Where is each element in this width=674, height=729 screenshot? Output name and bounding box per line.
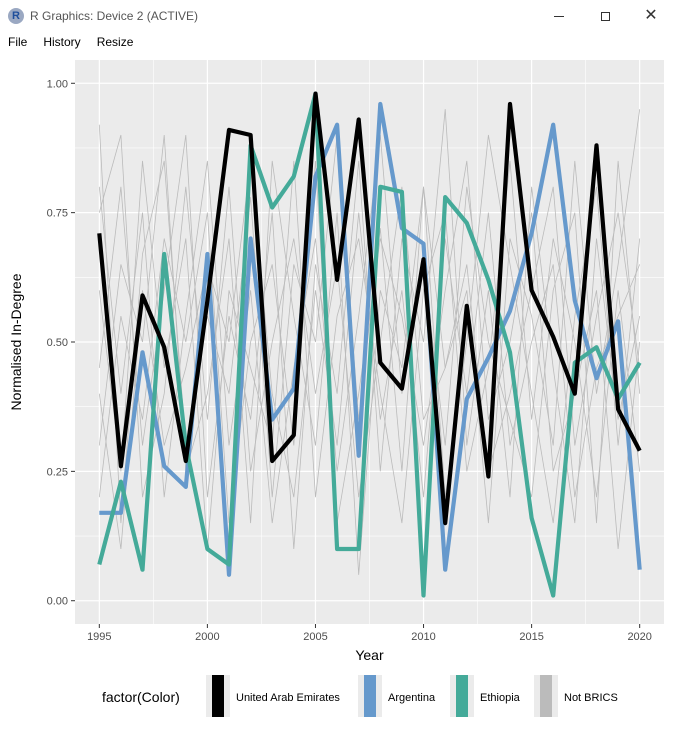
y-tick-label: 0.50	[47, 337, 68, 349]
menu-history[interactable]: History	[43, 35, 81, 49]
window-titlebar: R R Graphics: Device 2 (ACTIVE) ✕	[0, 0, 674, 32]
x-tick-label: 2010	[411, 631, 435, 643]
menu-file[interactable]: File	[8, 35, 28, 49]
window-title: R Graphics: Device 2 (ACTIVE)	[30, 9, 199, 23]
close-icon: ✕	[644, 7, 658, 24]
series-line-united-arab-emirates	[97, 91, 642, 526]
x-axis-title: Year	[355, 647, 384, 663]
line-chart: 1995 2000 2005 2010 2015 2020 0.00 0.25 0.50 0.75…	[8, 60, 664, 717]
close-button[interactable]: ✕	[628, 0, 674, 32]
y-tick-label: 0.00	[47, 596, 68, 608]
x-tick-label: 2015	[519, 631, 543, 643]
plot-area: 1995 2000 2005 2010 2015 2020 0.00 0.25 0.50 0.75…	[0, 52, 674, 724]
y-axis-title: Normalised In-Degree	[8, 273, 24, 410]
series-line-not-brics	[98, 160, 641, 550]
legend-key	[212, 675, 224, 717]
legend-entry: Ethiopia	[480, 692, 521, 704]
legend-title: factor(Color)	[102, 689, 180, 705]
legend-key	[364, 675, 376, 717]
x-tick-label: 2005	[303, 631, 327, 643]
series-line-ethiopia	[97, 91, 642, 598]
x-tick-label: 2000	[195, 631, 219, 643]
y-tick-label: 1.00	[47, 78, 68, 90]
legend-key	[540, 675, 552, 717]
menu-resize[interactable]: Resize	[96, 35, 134, 49]
legend-key	[456, 675, 468, 717]
legend-entry: Argentina	[388, 692, 436, 704]
minimize-button[interactable]	[536, 0, 582, 32]
x-tick-label: 1995	[87, 631, 111, 643]
window-controls: ✕	[536, 0, 674, 32]
minimize-icon	[554, 15, 564, 17]
x-tick-label: 2020	[627, 631, 651, 643]
maximize-button[interactable]	[582, 0, 628, 32]
menu-bar: File History Resize	[0, 32, 674, 52]
maximize-icon	[600, 11, 610, 21]
series-line-not-brics	[98, 134, 641, 498]
legend-entry: Not BRICS	[564, 692, 618, 704]
r-logo-icon: R	[8, 8, 24, 24]
y-tick-label: 0.75	[47, 208, 68, 220]
y-tick-label: 0.25	[47, 466, 68, 478]
legend-entry: United Arab Emirates	[236, 692, 340, 704]
